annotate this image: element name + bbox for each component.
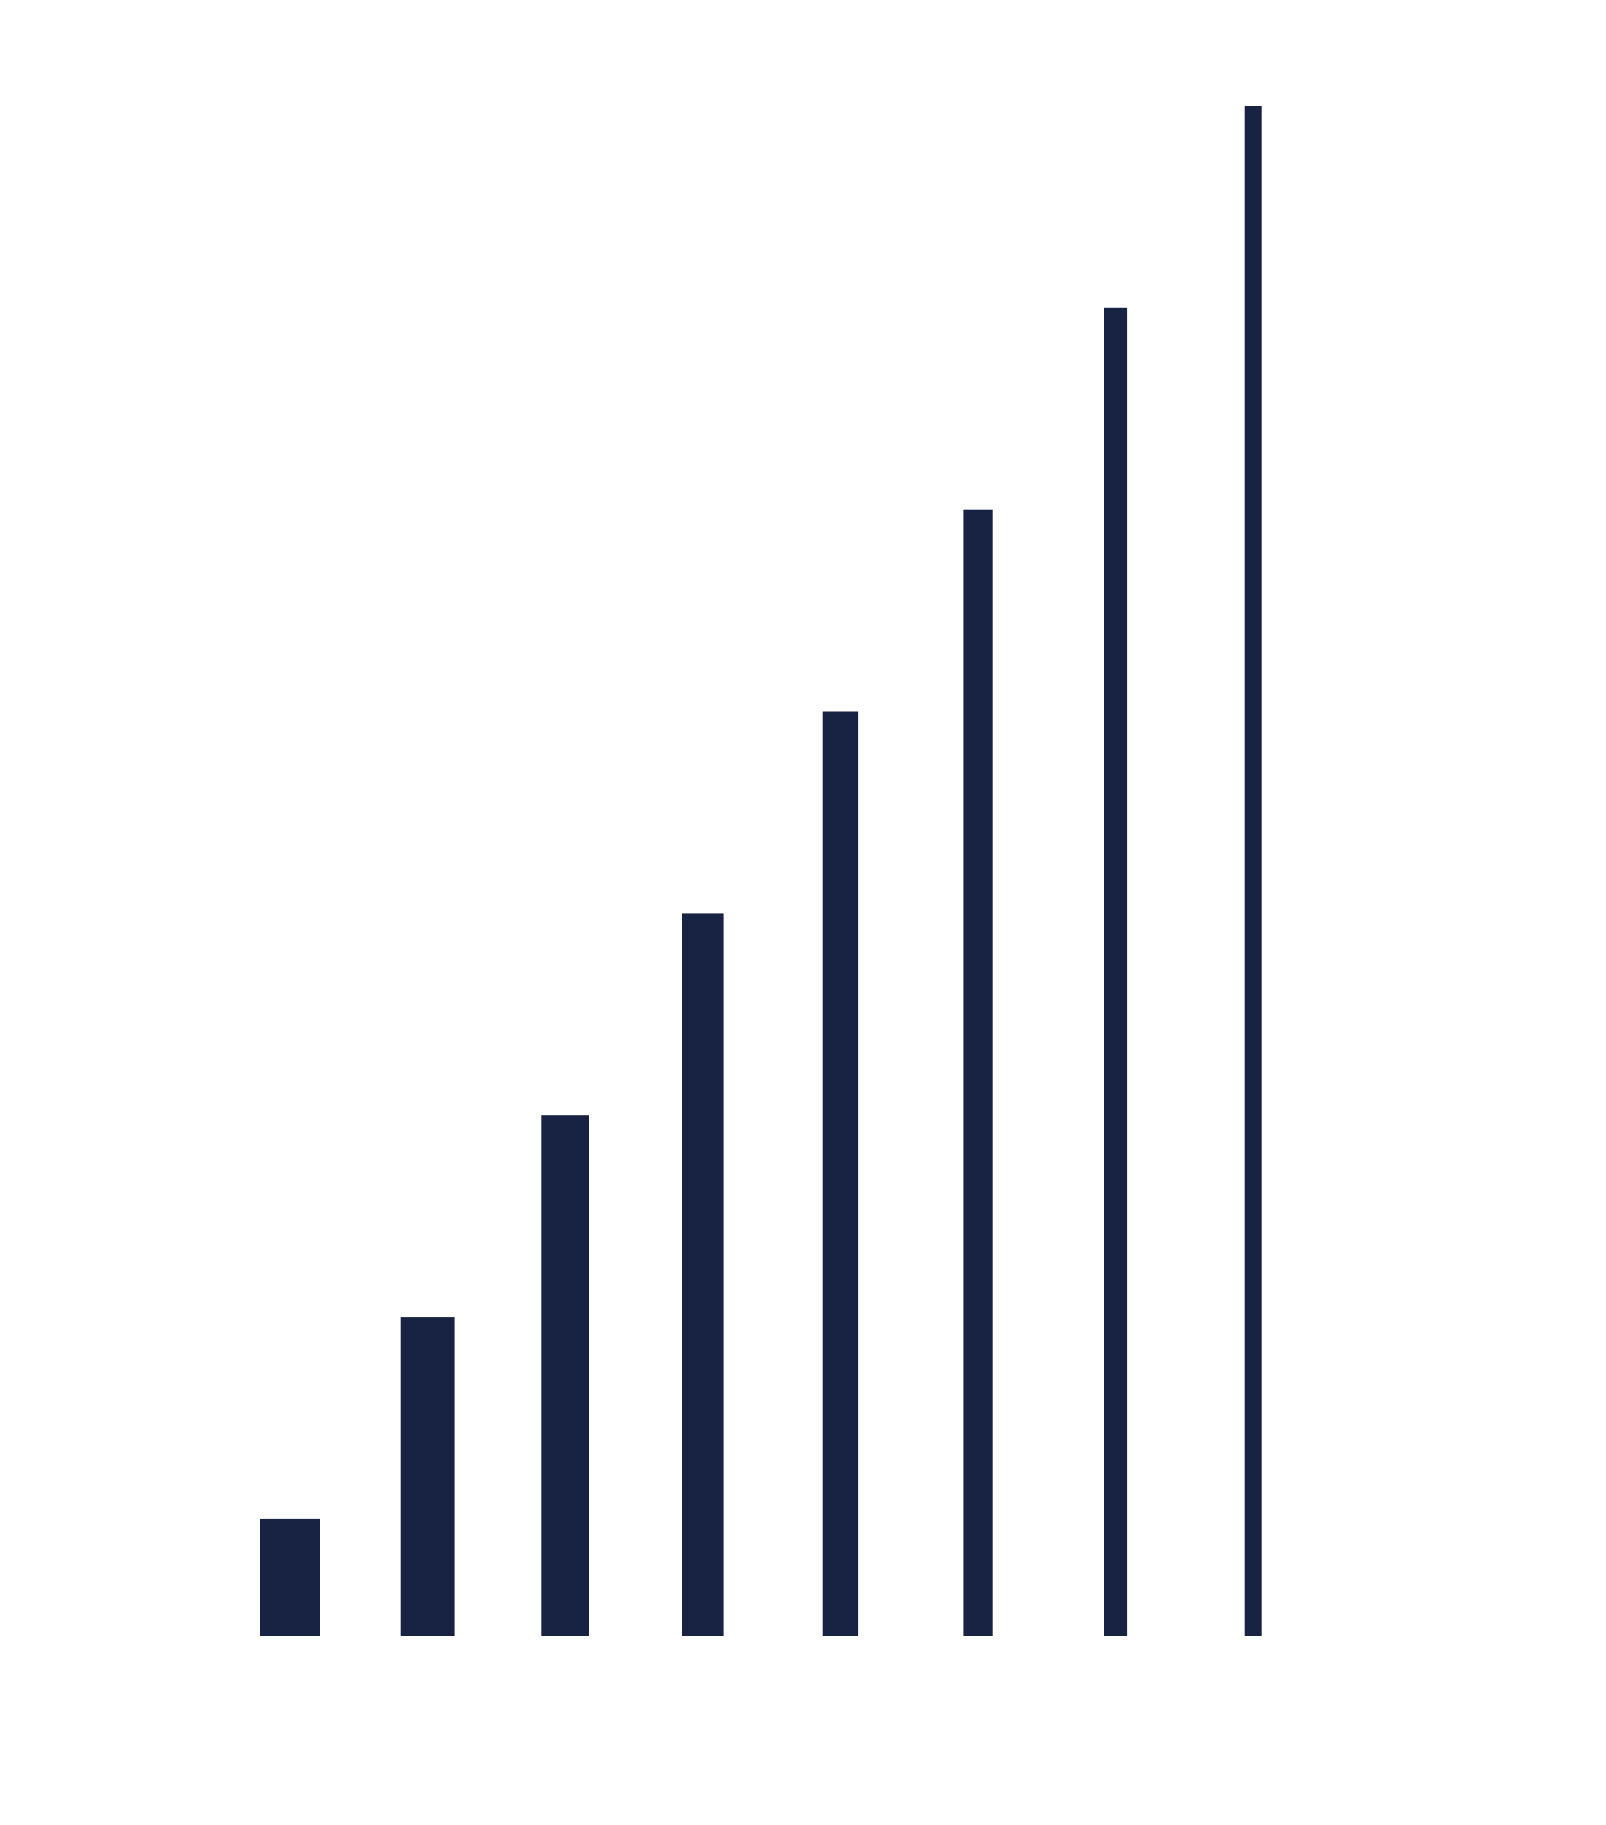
- bar-8: [1244, 106, 1262, 1636]
- bar-5: [822, 711, 859, 1636]
- bar-6: [963, 509, 993, 1637]
- bar-1: [260, 1518, 320, 1636]
- bar-3: [541, 1115, 589, 1636]
- bar-4: [682, 913, 724, 1636]
- bar-2: [400, 1317, 455, 1636]
- bar-7: [1104, 307, 1128, 1636]
